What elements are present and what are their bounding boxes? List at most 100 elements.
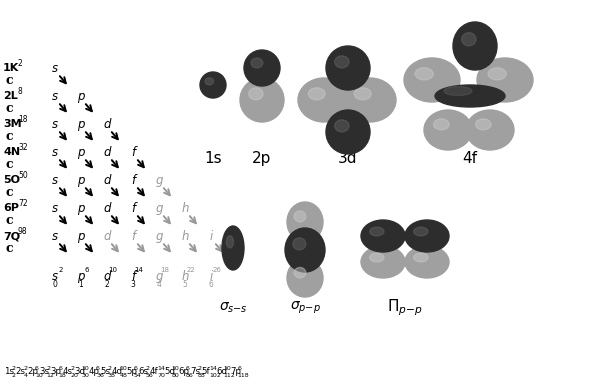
Text: 3d: 3d bbox=[74, 367, 85, 376]
Text: 2: 2 bbox=[104, 280, 109, 289]
Text: f: f bbox=[131, 202, 135, 214]
Text: s: s bbox=[52, 89, 58, 102]
Text: 1K: 1K bbox=[3, 63, 19, 73]
Text: 10: 10 bbox=[82, 366, 89, 371]
Text: s: s bbox=[52, 202, 58, 214]
Text: 2: 2 bbox=[23, 366, 28, 371]
Ellipse shape bbox=[404, 58, 460, 102]
Text: c: c bbox=[5, 158, 13, 170]
Text: p: p bbox=[77, 173, 85, 186]
Text: h: h bbox=[181, 202, 189, 214]
Text: g: g bbox=[155, 202, 163, 214]
Text: d: d bbox=[103, 202, 111, 214]
Text: s: s bbox=[52, 61, 58, 75]
Text: 80: 80 bbox=[172, 373, 179, 378]
Text: 14: 14 bbox=[134, 267, 143, 273]
Text: 50: 50 bbox=[18, 170, 28, 179]
Text: g: g bbox=[155, 230, 163, 242]
Ellipse shape bbox=[285, 228, 325, 272]
Ellipse shape bbox=[293, 238, 306, 250]
Text: 4f: 4f bbox=[149, 367, 158, 376]
Text: 4: 4 bbox=[157, 280, 161, 289]
Text: 54: 54 bbox=[134, 373, 142, 378]
Text: d: d bbox=[103, 117, 111, 130]
Text: 2s: 2s bbox=[16, 367, 26, 376]
Text: 4s: 4s bbox=[62, 367, 73, 376]
Text: 10: 10 bbox=[119, 366, 127, 371]
Text: 2: 2 bbox=[197, 366, 202, 371]
Text: 2p: 2p bbox=[28, 367, 38, 376]
Text: 112: 112 bbox=[223, 373, 235, 378]
Text: 14: 14 bbox=[209, 366, 217, 371]
Text: 2: 2 bbox=[47, 366, 50, 371]
Text: 18: 18 bbox=[58, 373, 66, 378]
Text: 4p: 4p bbox=[89, 367, 100, 376]
Text: 1: 1 bbox=[79, 280, 83, 289]
Text: 6: 6 bbox=[85, 267, 89, 273]
Text: 2p: 2p bbox=[253, 151, 272, 165]
Ellipse shape bbox=[294, 268, 306, 278]
Text: 36: 36 bbox=[96, 373, 104, 378]
Ellipse shape bbox=[226, 236, 233, 248]
Text: 3d: 3d bbox=[338, 151, 358, 165]
Text: p: p bbox=[77, 230, 85, 242]
Text: 14: 14 bbox=[157, 366, 165, 371]
Text: 1s: 1s bbox=[204, 151, 222, 165]
Text: 98: 98 bbox=[18, 226, 28, 235]
Text: i: i bbox=[209, 270, 212, 283]
Text: 18: 18 bbox=[18, 114, 28, 123]
Text: 5p: 5p bbox=[126, 367, 137, 376]
Ellipse shape bbox=[294, 211, 306, 222]
Text: 1s: 1s bbox=[4, 367, 14, 376]
Ellipse shape bbox=[461, 33, 476, 46]
Text: 2: 2 bbox=[11, 373, 16, 378]
Text: 118: 118 bbox=[238, 373, 250, 378]
Text: f: f bbox=[131, 270, 135, 283]
Text: i: i bbox=[209, 230, 212, 242]
Text: 2: 2 bbox=[146, 366, 149, 371]
Ellipse shape bbox=[240, 78, 284, 122]
Text: 10: 10 bbox=[109, 267, 118, 273]
Text: p: p bbox=[77, 117, 85, 130]
Text: c: c bbox=[5, 74, 13, 86]
Ellipse shape bbox=[287, 202, 323, 242]
Text: g: g bbox=[155, 270, 163, 283]
Text: 2: 2 bbox=[11, 366, 16, 371]
Text: 4N: 4N bbox=[3, 147, 20, 157]
Text: c: c bbox=[5, 242, 13, 254]
Ellipse shape bbox=[435, 85, 505, 107]
Text: $\sigma_{s\mathsf{-}s}$: $\sigma_{s\mathsf{-}s}$ bbox=[218, 301, 247, 315]
Ellipse shape bbox=[415, 68, 433, 80]
Text: 0: 0 bbox=[53, 280, 58, 289]
Text: 10: 10 bbox=[35, 373, 43, 378]
Ellipse shape bbox=[413, 227, 428, 236]
Ellipse shape bbox=[466, 110, 514, 150]
Text: 7p: 7p bbox=[230, 367, 241, 376]
Text: 30: 30 bbox=[82, 373, 89, 378]
Ellipse shape bbox=[405, 220, 449, 252]
Ellipse shape bbox=[361, 246, 405, 278]
Text: f: f bbox=[131, 173, 135, 186]
Ellipse shape bbox=[370, 253, 384, 262]
Text: h: h bbox=[181, 230, 189, 242]
Text: 4d: 4d bbox=[112, 367, 123, 376]
Text: 6: 6 bbox=[209, 280, 214, 289]
Ellipse shape bbox=[200, 72, 226, 98]
Ellipse shape bbox=[444, 86, 472, 96]
Ellipse shape bbox=[453, 22, 497, 70]
Ellipse shape bbox=[298, 78, 350, 122]
Text: d: d bbox=[103, 145, 111, 158]
Ellipse shape bbox=[344, 78, 396, 122]
Text: 3M: 3M bbox=[3, 119, 22, 129]
Text: 26: 26 bbox=[212, 267, 221, 273]
Ellipse shape bbox=[405, 246, 449, 278]
Text: c: c bbox=[5, 214, 13, 226]
Text: 10: 10 bbox=[223, 366, 231, 371]
Ellipse shape bbox=[335, 56, 349, 68]
Text: 48: 48 bbox=[119, 373, 127, 378]
Text: s: s bbox=[52, 270, 58, 283]
Text: 10: 10 bbox=[172, 366, 179, 371]
Text: $\Pi_{p\mathsf{-}p}$: $\Pi_{p\mathsf{-}p}$ bbox=[387, 298, 423, 318]
Text: 2L: 2L bbox=[3, 91, 18, 101]
Text: 5d: 5d bbox=[164, 367, 175, 376]
